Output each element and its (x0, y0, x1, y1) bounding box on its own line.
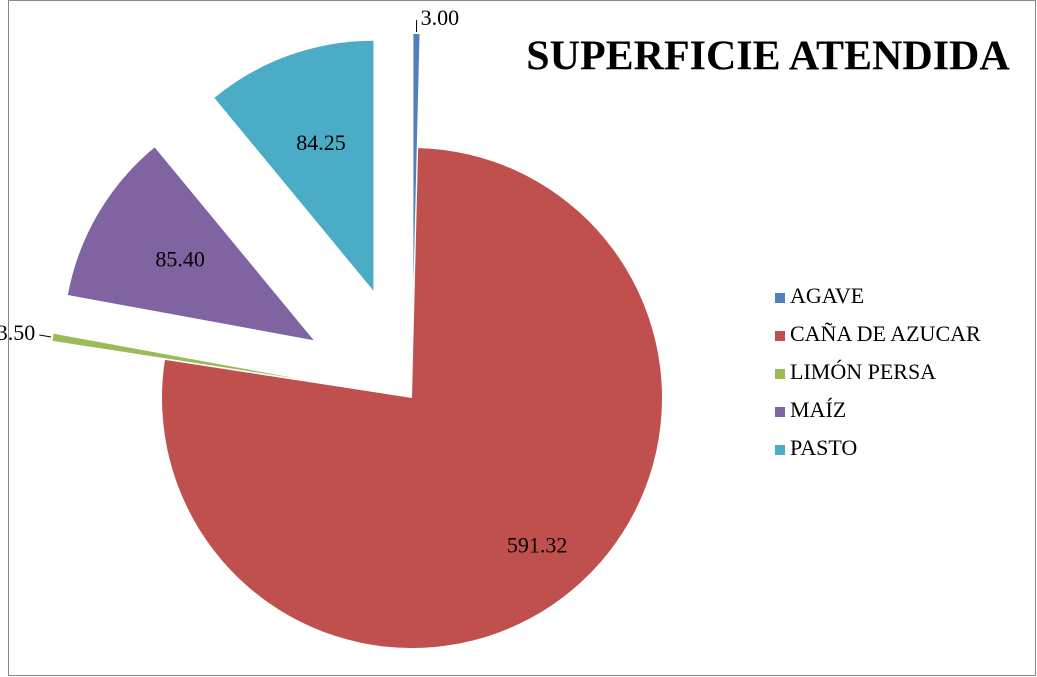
legend-label: AGAVE (790, 283, 864, 308)
legend-label: CAÑA DE AZUCAR (790, 321, 981, 346)
data-label: 591.32 (507, 533, 568, 558)
legend-swatch (775, 293, 785, 303)
pie-slice (67, 147, 314, 341)
pie-slice (161, 148, 663, 649)
legend-label: LIMÓN PERSA (790, 359, 936, 384)
legend-label: PASTO (790, 435, 857, 460)
pie-slice (52, 333, 300, 379)
legend-swatch (775, 369, 785, 379)
data-label: 3.50 (0, 320, 35, 345)
legend-label: MAÍZ (790, 397, 846, 422)
pie-slice (214, 40, 374, 291)
legend-swatch (775, 331, 785, 341)
legend-swatch (775, 407, 785, 417)
chart-title: SUPERFICIE ATENDIDA (526, 34, 1010, 80)
leader-line (39, 334, 52, 338)
legend-swatch (775, 445, 785, 455)
data-label: 3.00 (421, 5, 460, 30)
data-label: 85.40 (155, 247, 205, 272)
data-label: 84.25 (296, 130, 346, 155)
pie-slice (413, 34, 420, 285)
